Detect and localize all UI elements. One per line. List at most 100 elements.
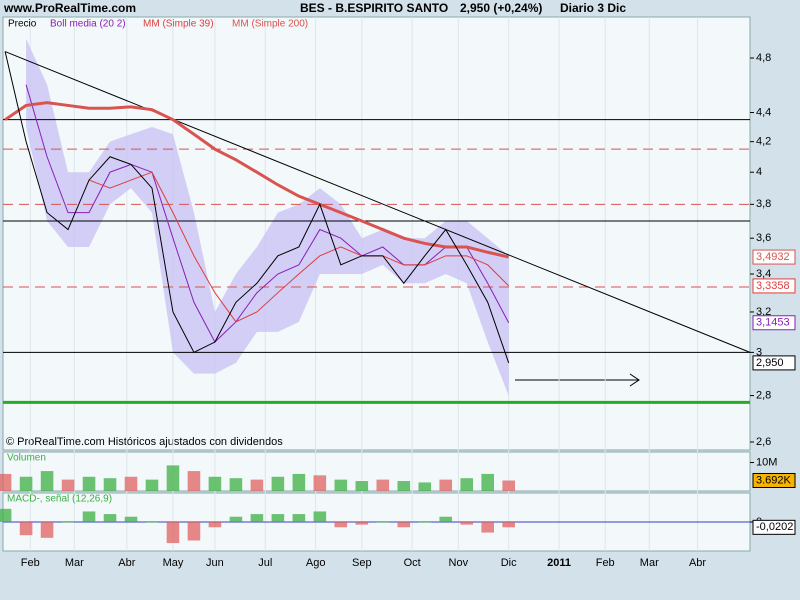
last-value-box bbox=[752, 519, 796, 535]
bar bbox=[61, 522, 75, 523]
bar bbox=[502, 522, 515, 528]
y-tick-label: 4,2 bbox=[756, 136, 771, 148]
x-tick-label: Sep bbox=[352, 557, 372, 569]
x-tick-label: Ago bbox=[306, 557, 326, 569]
last-value-label: 2,950 bbox=[756, 357, 784, 369]
x-tick-label: Mar bbox=[65, 557, 84, 569]
last-value-box bbox=[752, 472, 796, 488]
y-tick-label: 4 bbox=[756, 166, 762, 178]
series-line bbox=[4, 51, 510, 364]
bar bbox=[187, 471, 201, 491]
bar bbox=[40, 522, 54, 538]
bar bbox=[355, 522, 369, 525]
last-value-box bbox=[752, 315, 796, 331]
bollinger-band bbox=[26, 38, 509, 396]
x-tick-label: Jul bbox=[258, 557, 272, 569]
site: www.ProRealTime.com bbox=[3, 1, 136, 15]
bar bbox=[208, 522, 222, 528]
bar bbox=[124, 476, 138, 491]
bar bbox=[334, 479, 348, 491]
series-line bbox=[4, 101, 510, 259]
bar bbox=[271, 514, 285, 522]
last-value-label: 3.692K bbox=[756, 474, 792, 486]
legend-entry: MM (Simple 39) bbox=[143, 19, 214, 30]
bar bbox=[0, 473, 12, 491]
x-tick-label: Abr bbox=[689, 557, 706, 569]
x-tick-label: May bbox=[163, 557, 184, 569]
title: BES - B.ESPIRITO SANTO bbox=[300, 1, 448, 15]
bar bbox=[481, 473, 495, 491]
bar bbox=[187, 522, 201, 541]
quote: 2,950 (+0,24%) bbox=[460, 1, 542, 15]
series-line bbox=[88, 171, 510, 323]
bar bbox=[313, 475, 327, 491]
bar bbox=[229, 478, 243, 491]
y-tick-label: 2,6 bbox=[756, 436, 771, 448]
bar bbox=[145, 522, 159, 523]
bar bbox=[82, 511, 96, 522]
bar bbox=[208, 476, 222, 491]
last-value-label: 3,3358 bbox=[756, 280, 790, 292]
bar bbox=[418, 522, 432, 523]
bar bbox=[19, 476, 33, 491]
last-value-label: 3,4932 bbox=[756, 251, 790, 263]
bar bbox=[334, 522, 348, 528]
y-tick-label: 3,6 bbox=[756, 232, 771, 244]
bar bbox=[355, 481, 369, 491]
y-tick-label: 3 bbox=[756, 346, 762, 358]
x-tick-label: 2011 bbox=[547, 557, 571, 569]
last-value-label: -0,0202 bbox=[756, 521, 793, 533]
bar bbox=[250, 514, 264, 522]
bar bbox=[250, 479, 264, 491]
bar bbox=[313, 511, 327, 522]
last-value-box bbox=[752, 278, 796, 294]
bar bbox=[19, 522, 33, 536]
arrow-head bbox=[629, 373, 640, 387]
y-tick-label: 10M bbox=[756, 456, 777, 468]
x-tick-label: Dic bbox=[501, 557, 517, 569]
bar bbox=[292, 514, 306, 522]
footer: © ProRealTime.com Históricos ajustados c… bbox=[6, 436, 283, 448]
bar bbox=[40, 471, 54, 491]
bar bbox=[166, 465, 180, 491]
bar bbox=[376, 522, 390, 523]
legend-entry: Precio bbox=[8, 19, 37, 30]
bar bbox=[103, 478, 117, 491]
bar bbox=[292, 473, 306, 491]
bar bbox=[271, 476, 285, 491]
last-value-label: 3,1453 bbox=[756, 317, 790, 329]
y-tick-label: 2,8 bbox=[756, 389, 771, 401]
bar bbox=[124, 516, 138, 522]
y-tick-label: 3,4 bbox=[756, 268, 771, 280]
bar bbox=[397, 481, 411, 491]
bar bbox=[439, 479, 453, 491]
bar bbox=[61, 479, 75, 491]
x-tick-label: Mar bbox=[640, 557, 659, 569]
y-tick-label: 4,8 bbox=[756, 52, 771, 64]
x-tick-label: Oct bbox=[404, 557, 421, 569]
last-value-box bbox=[752, 355, 796, 371]
bar bbox=[0, 508, 12, 522]
x-tick-label: Nov bbox=[449, 557, 469, 569]
period: Diario 3 Dic bbox=[560, 1, 626, 15]
trendline bbox=[4, 51, 751, 353]
x-tick-label: Jun bbox=[206, 557, 224, 569]
last-value-box bbox=[752, 249, 796, 265]
bar bbox=[376, 479, 390, 491]
x-tick-label: Abr bbox=[118, 557, 135, 569]
legend-entry: MM (Simple 200) bbox=[232, 19, 308, 30]
bar bbox=[502, 480, 515, 491]
bar bbox=[82, 476, 96, 491]
bar bbox=[397, 522, 411, 528]
y-tick-label: 4,4 bbox=[756, 106, 771, 118]
series-line bbox=[25, 84, 510, 343]
bar bbox=[460, 478, 474, 491]
bar bbox=[418, 482, 432, 491]
x-tick-label: Feb bbox=[596, 557, 615, 569]
panel-title: Volumen bbox=[7, 453, 46, 464]
bar bbox=[103, 514, 117, 522]
bar bbox=[145, 479, 159, 491]
bar bbox=[481, 522, 495, 533]
